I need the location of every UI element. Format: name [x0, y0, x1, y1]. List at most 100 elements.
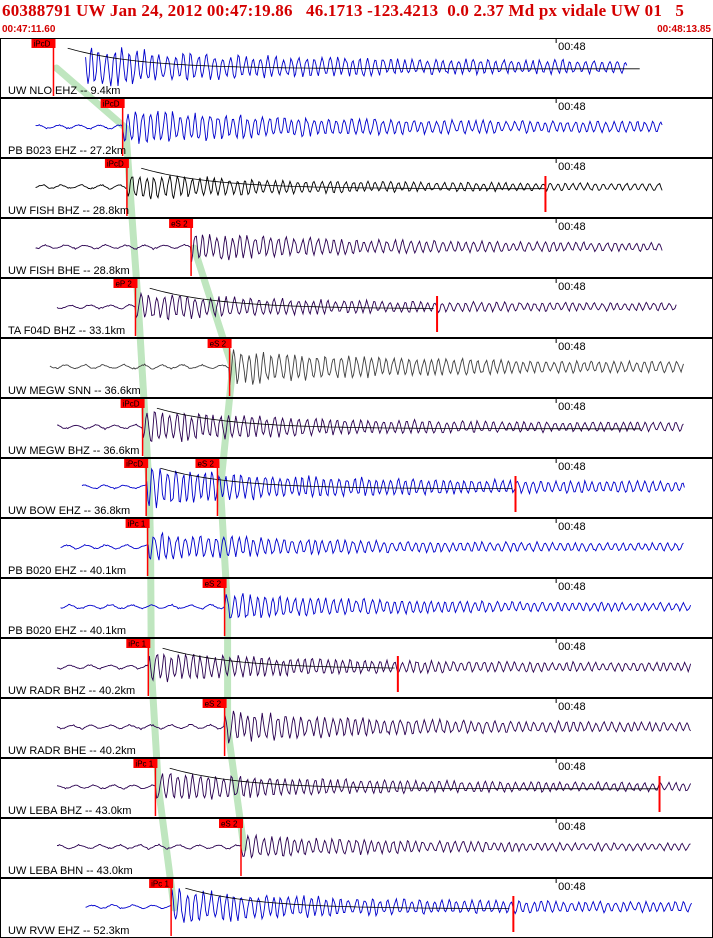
minute-label: 00:48	[558, 641, 586, 653]
waveform	[85, 888, 692, 923]
minute-label: 00:48	[558, 581, 586, 593]
phase-pick-flag	[120, 399, 145, 408]
phase-pick-label: iPcD	[126, 460, 143, 469]
coda-fit-curve	[156, 407, 641, 430]
coda-fit-curve	[160, 467, 513, 490]
phase-pick-flag	[149, 879, 174, 888]
coda-fit-curve	[149, 287, 434, 309]
waveform	[60, 593, 692, 619]
station-label: UW FISH BHE -- 28.8km	[8, 265, 130, 277]
trace-panel: 00:48 eS 2 PB B020 EHZ -- 40.1km	[0, 578, 713, 638]
station-label: UW LEBA BHN -- 43.0km	[8, 865, 133, 877]
station-label: TA F04D BHZ -- 33.1km	[8, 325, 125, 337]
station-label: UW RADR BHE -- 40.2km	[8, 745, 136, 757]
window-end-time: 00:48:13.85	[657, 24, 711, 35]
phase-pick-label: iPc 1	[151, 880, 169, 889]
phase-pick-label: eS 2	[205, 580, 222, 589]
station-label: UW FISH BHZ -- 28.8km	[8, 205, 129, 217]
trace-panel: 00:48 iPcD UW MEGW BHZ -- 36.6km	[0, 398, 713, 458]
phase-pick-label: iPcD	[123, 400, 140, 409]
station-label: UW MEGW BHZ -- 36.6km	[8, 445, 139, 457]
waveform	[56, 833, 691, 859]
phase-pick-label: iPc 1	[128, 640, 146, 649]
phase-pick-label: iPcD	[33, 40, 50, 49]
p-phase-band	[147, 544, 155, 672]
trace-panel: 00:48 eS 2 UW FISH BHE -- 28.8km	[0, 218, 713, 278]
window-start-time: 00:47:11.60	[2, 24, 56, 35]
phase-pick-flag	[218, 819, 243, 828]
event-header: 60388791 UW Jan 24, 2012 00:47:19.86 46.…	[0, 0, 713, 38]
event-title: 60388791 UW Jan 24, 2012 00:47:19.86 46.…	[2, 1, 685, 20]
phase-pick-label: iPcD	[103, 100, 120, 109]
trace-panel: 00:48 iPc 1 PB B020 EHZ -- 40.1km	[0, 518, 713, 578]
trace-panel: 00:48 iPcD UW FISH BHZ -- 28.8km	[0, 158, 713, 218]
coda-fit-curve	[169, 767, 658, 790]
seismogram-canvas[interactable]: 00:48 iPcD UW NLO EHZ -- 9.4km 00:48 iPcD PB …	[0, 38, 713, 938]
trace-panel: 00:48 iPcD UW NLO EHZ -- 9.4km	[0, 38, 713, 98]
minute-label: 00:48	[558, 881, 586, 893]
phase-pick-flag	[31, 39, 56, 48]
station-label: UW NLO EHZ -- 9.4km	[8, 85, 120, 97]
waveform	[81, 467, 685, 509]
station-label: UW RVW EHZ -- 52.3km	[8, 925, 129, 937]
phase-pick-flag	[133, 759, 158, 768]
minute-label: 00:48	[558, 341, 586, 353]
phase-pick-label: iPc 1	[128, 520, 146, 529]
station-label: UW MEGW SNN -- 36.6km	[8, 385, 141, 397]
phase-pick-flag	[124, 459, 149, 468]
phase-pick-flag	[202, 579, 227, 588]
waveform	[85, 47, 628, 87]
minute-label: 00:48	[558, 41, 586, 53]
waveform	[49, 349, 684, 385]
coda-fit-curve	[67, 47, 640, 70]
phase-pick-label: eS 2	[197, 460, 214, 469]
phase-pick-flag	[104, 159, 129, 168]
phase-pick-label: iPcD	[107, 160, 124, 169]
phase-pick-label: eS 2	[205, 700, 222, 709]
minute-label: 00:48	[558, 761, 586, 773]
trace-panel: 00:48 iPc 1 UW LEBA BHZ -- 43.0km	[0, 758, 713, 818]
minute-label: 00:48	[558, 221, 586, 233]
trace-panel: 00:48 iPc 1 UW RVW EHZ -- 52.3km	[0, 878, 713, 938]
waveform	[57, 411, 684, 442]
phase-pick-flag	[113, 279, 138, 288]
station-label: UW LEBA BHZ -- 43.0km	[8, 805, 131, 817]
coda-fit-curve	[141, 167, 546, 190]
trace-panel: 00:48 eS 2 UW MEGW SNN -- 36.6km	[0, 338, 713, 398]
minute-label: 00:48	[558, 821, 586, 833]
coda-fit-curve	[185, 887, 510, 909]
minute-label: 00:48	[558, 461, 586, 473]
minute-label: 00:48	[558, 521, 586, 533]
waveform	[56, 291, 677, 321]
station-label: UW BOW EHZ -- 36.8km	[8, 505, 130, 517]
minute-label: 00:48	[558, 401, 586, 413]
phase-pick-label: iPc 1	[135, 760, 153, 769]
phase-pick-label: eP 2	[115, 280, 132, 289]
station-label: PB B023 EHZ -- 27.2km	[8, 145, 126, 157]
trace-panel: 00:48 iPcD PB B023 EHZ -- 27.2km	[0, 98, 713, 158]
waveform	[35, 174, 663, 200]
phase-pick-flag	[100, 99, 125, 108]
phase-pick-flag	[207, 339, 232, 348]
waveform	[35, 234, 663, 262]
waveform	[56, 652, 692, 683]
phase-pick-label: eS 2	[171, 220, 188, 229]
station-label: UW RADR BHZ -- 40.2km	[8, 685, 135, 697]
minute-label: 00:48	[558, 161, 586, 173]
seismogram-plot[interactable]: 00:48 iPcD UW NLO EHZ -- 9.4km 00:48 iPcD PB …	[0, 38, 713, 938]
trace-panel: 00:48 iPc 1 UW RADR BHZ -- 40.2km	[0, 638, 713, 698]
phase-pick-label: eS 2	[221, 820, 238, 829]
phase-pick-flag	[169, 219, 194, 228]
waveform	[56, 772, 692, 800]
waveform	[56, 710, 691, 744]
phase-pick-flag	[195, 459, 220, 468]
phase-pick-flag	[125, 519, 150, 528]
trace-panel: 00:48 eS 2 UW LEBA BHN -- 43.0km	[0, 818, 713, 878]
waveform	[35, 110, 663, 144]
phase-pick-flag	[126, 639, 151, 648]
station-label: PB B020 EHZ -- 40.1km	[8, 565, 126, 577]
minute-label: 00:48	[558, 101, 586, 113]
minute-label: 00:48	[558, 281, 586, 293]
station-label: PB B020 EHZ -- 40.1km	[8, 625, 126, 637]
minute-label: 00:48	[558, 701, 586, 713]
